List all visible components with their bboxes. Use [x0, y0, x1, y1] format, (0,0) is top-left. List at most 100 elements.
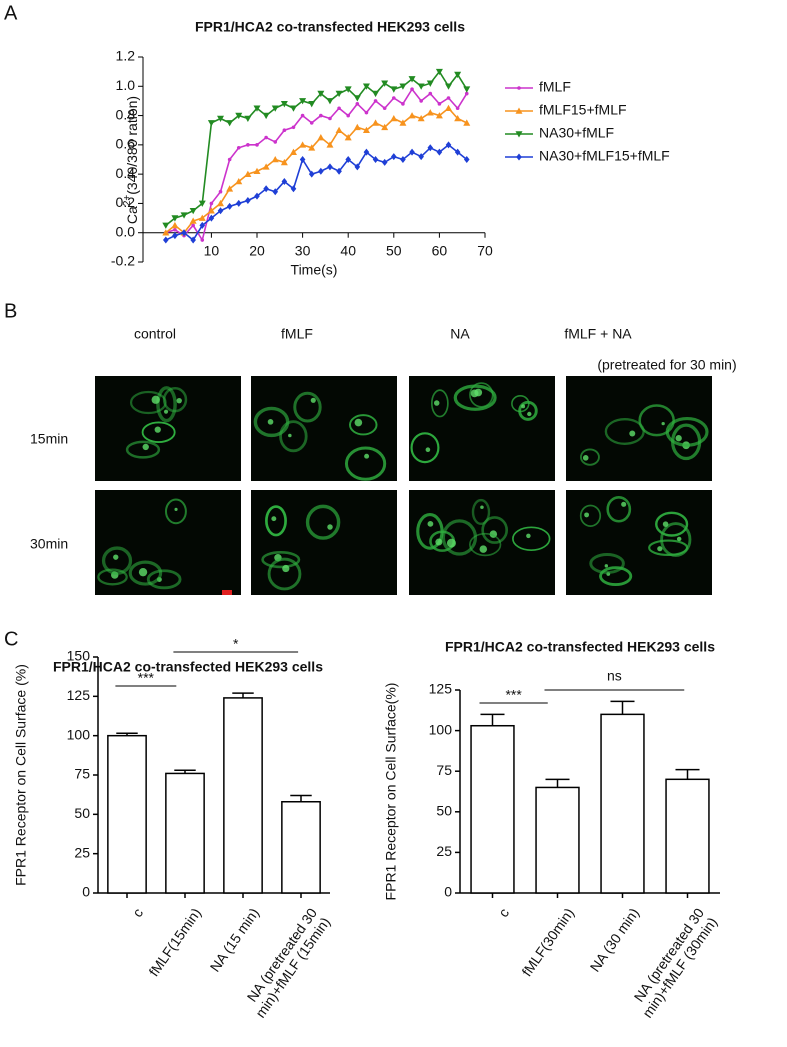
- bar: [165, 772, 205, 894]
- cell: [481, 516, 509, 544]
- marker: [418, 153, 424, 161]
- cell-spot: [267, 419, 274, 425]
- cell: [344, 446, 387, 481]
- y-axis-label: FPR1 Receptor on Cell Surface(%): [383, 683, 399, 901]
- marker: [354, 163, 361, 171]
- x-tick-label: 10: [204, 242, 220, 258]
- bar: [665, 778, 710, 894]
- marker: [209, 201, 214, 206]
- marker: [353, 123, 361, 131]
- marker: [463, 119, 471, 126]
- marker: [245, 197, 251, 204]
- column-label: fMLF + NA: [564, 326, 632, 342]
- marker: [401, 102, 405, 106]
- cell: [97, 568, 128, 586]
- marker: [273, 140, 278, 144]
- marker: [437, 102, 442, 106]
- marker: [327, 163, 333, 171]
- marker: [235, 112, 243, 120]
- cell: [265, 505, 287, 537]
- marker: [319, 113, 323, 118]
- cell-spot: [282, 564, 290, 573]
- series-line: [165, 107, 468, 234]
- cell-spot: [327, 524, 333, 530]
- marker: [382, 106, 387, 111]
- x-axis-label: Time(s): [291, 261, 338, 277]
- legend-label: fMLF: [539, 79, 571, 95]
- column-label: fMLF: [281, 326, 313, 342]
- marker: [226, 120, 234, 127]
- cell-spot: [526, 533, 531, 539]
- marker: [326, 141, 334, 148]
- y-tick-label: 0: [82, 884, 90, 900]
- marker: [426, 109, 434, 116]
- chart-title: FPR1/HCA2 co-transfected HEK293 cells: [53, 659, 323, 675]
- cell: [469, 532, 502, 557]
- column-note: (pretreated for 30 min): [597, 357, 736, 373]
- marker: [399, 83, 407, 90]
- marker: [282, 128, 287, 133]
- cell-spot: [142, 443, 149, 451]
- marker: [299, 141, 307, 148]
- cell: [655, 511, 689, 537]
- cell-spot: [425, 447, 431, 453]
- marker: [280, 101, 288, 108]
- y-label-sup: 2+: [122, 195, 133, 207]
- cell-spot: [427, 520, 434, 527]
- cell: [164, 498, 187, 525]
- marker: [408, 76, 416, 83]
- marker: [217, 207, 224, 215]
- marker: [173, 227, 177, 232]
- y-tick-label: 0.0: [116, 223, 136, 239]
- marker: [435, 112, 443, 119]
- legend-label: NA30+fMLF15+fMLF: [539, 148, 670, 164]
- y-tick-label: 0.4: [116, 165, 136, 181]
- y-axis-label: FPR1 Receptor on Cell Surface (%): [13, 664, 29, 886]
- cell: [146, 569, 182, 590]
- y-tick-label: 150: [67, 648, 91, 664]
- x-tick-label: 70: [477, 242, 493, 258]
- row-label: 15min: [30, 431, 68, 447]
- marker: [399, 119, 407, 126]
- marker: [362, 83, 370, 90]
- marker: [446, 96, 451, 100]
- marker: [463, 86, 471, 93]
- marker: [455, 106, 460, 111]
- scale-bar: [222, 590, 232, 595]
- marker: [355, 102, 360, 106]
- cell-spot: [163, 409, 169, 414]
- series-line: [165, 87, 468, 243]
- cell: [453, 384, 497, 411]
- cell-spot: [154, 426, 161, 433]
- marker: [300, 113, 305, 118]
- cell: [469, 382, 494, 408]
- marker: [390, 115, 398, 122]
- marker: [253, 167, 261, 175]
- marker: [317, 90, 325, 98]
- y-tick-label: 100: [429, 721, 453, 737]
- cell-spot: [584, 512, 590, 518]
- cell-spot: [113, 554, 119, 560]
- cell-spot: [479, 545, 488, 553]
- cell-spot: [629, 430, 636, 437]
- marker: [363, 148, 370, 156]
- marker: [427, 144, 434, 152]
- series-line: [165, 70, 468, 227]
- bar: [223, 697, 263, 894]
- marker: [318, 167, 324, 175]
- y-tick-label: 75: [436, 762, 452, 778]
- marker: [189, 207, 197, 215]
- y-tick-label: 50: [436, 803, 452, 819]
- cell-spot: [138, 567, 148, 577]
- y-tick-label: 25: [436, 843, 452, 859]
- marker: [235, 177, 243, 185]
- y-tick-label: 125: [67, 687, 91, 703]
- marker: [454, 71, 462, 79]
- significance-label: *: [233, 636, 239, 652]
- micrograph: [251, 376, 397, 481]
- marker: [217, 115, 225, 122]
- marker: [428, 91, 433, 96]
- cell: [305, 504, 341, 540]
- marker: [417, 115, 425, 122]
- cell: [129, 390, 167, 415]
